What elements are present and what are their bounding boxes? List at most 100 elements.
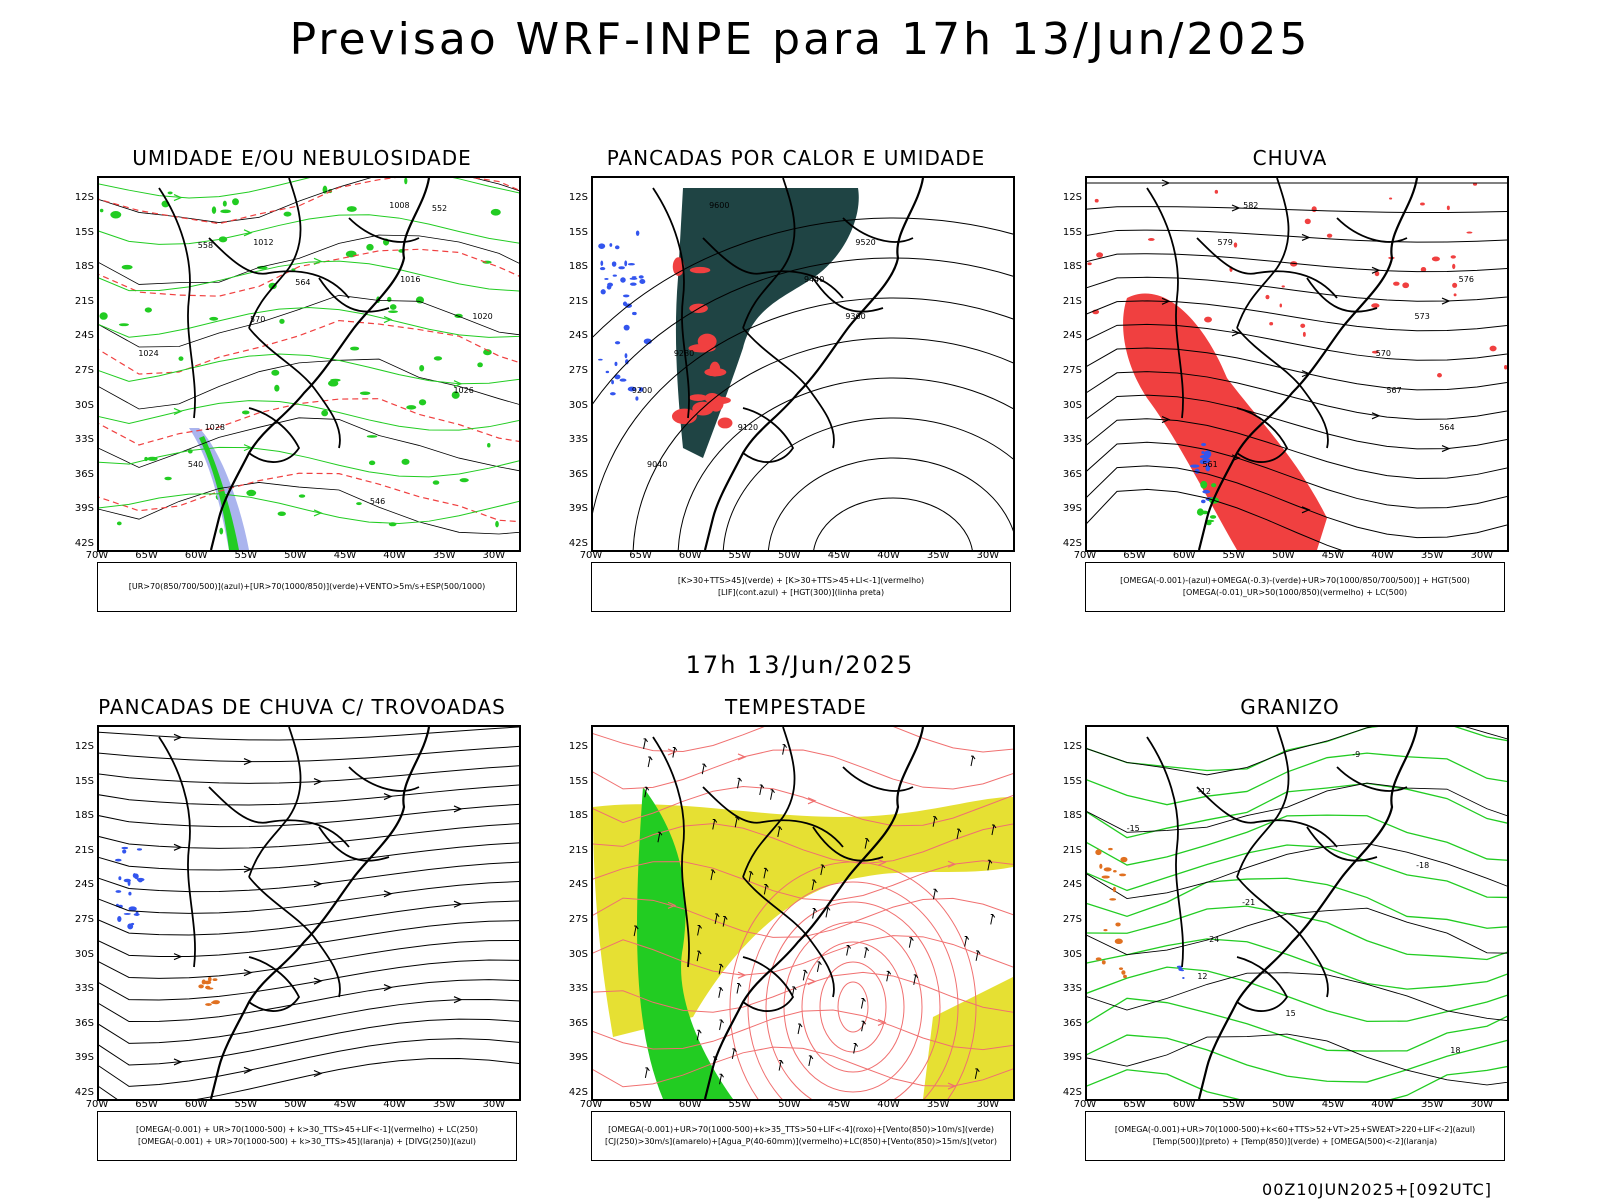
humidity-850-blob	[99, 208, 104, 213]
lifted-index-contour	[622, 294, 630, 298]
rain-scattered-cell	[1311, 206, 1317, 213]
legend-line: [K>30+TTS>45](verde) + [K>30+TTS>45+LI<-…	[677, 576, 925, 585]
lon-tick-label: 40W	[877, 1099, 900, 1110]
state-border	[742, 327, 835, 449]
humidity-850-blob	[110, 211, 122, 219]
wind-250-streamline	[99, 998, 519, 1044]
lifted-index-contour	[635, 396, 639, 401]
wind-vector	[722, 916, 728, 927]
hail-index-cell	[1178, 967, 1183, 971]
thunderstorm-cell	[198, 984, 204, 989]
lon-axis: 70W 65W 60W 55W 50W 45W 40W 35W 30W	[86, 550, 521, 564]
height-300-contour	[767, 457, 1013, 550]
lat-tick-label: 21S	[568, 295, 588, 307]
panel-trovoadas: PANCADAS DE CHUVA C/ TROVOADAS 12S 15S 18S…	[67, 695, 537, 1175]
omega-green-cell	[1200, 480, 1208, 489]
humidity-850-blob	[321, 409, 329, 417]
lon-tick-label: 70W	[85, 550, 109, 561]
wind-vector	[718, 987, 724, 998]
jet-stream-region	[923, 977, 1013, 1099]
contour-label: 1008	[389, 201, 409, 210]
wind-vector	[696, 1029, 702, 1041]
state-border	[742, 178, 796, 329]
omega-blue-cell	[1202, 489, 1211, 494]
panel-title: PANCADAS DE CHUVA C/ TROVOADAS	[98, 695, 506, 719]
rain-scattered-cell	[1204, 316, 1212, 323]
lc-850-contour	[783, 921, 923, 1093]
contour-label: 552	[432, 204, 447, 213]
omega-500-cell	[1103, 929, 1108, 932]
omega-500-cell	[1095, 849, 1102, 856]
legend-box: [UR>70(850/700/500)](azul)+[UR>70(1000/8…	[97, 562, 517, 612]
wind-vector	[643, 738, 648, 749]
state-border	[318, 826, 390, 862]
wind-250-streamline	[99, 979, 519, 1023]
streamline-arrow	[877, 1018, 887, 1026]
lifted-index-contour	[623, 324, 630, 331]
wind-vector	[812, 908, 818, 919]
wind-vector	[864, 838, 870, 849]
state-border	[1146, 736, 1184, 968]
omega-500-cell	[1109, 898, 1117, 901]
state-border	[1236, 876, 1329, 998]
wind-850-streamline	[593, 749, 1013, 790]
humidity-850-blob	[490, 208, 501, 216]
state-border	[1146, 187, 1184, 419]
jet-stream-region	[593, 797, 1013, 1037]
humidity-850-blob	[433, 356, 443, 361]
omega-500-cell	[1095, 957, 1102, 961]
lat-tick-label: 15S	[74, 775, 94, 787]
wind-250-streamline	[99, 900, 519, 936]
state-border	[812, 826, 884, 862]
state-border	[348, 766, 420, 792]
humidity-850-blob	[99, 312, 108, 320]
lifted-index-contour	[609, 243, 613, 247]
legend-line: [OMEGA(-0.001) + UR>70(1000-500) + k>30_…	[137, 1137, 477, 1146]
wind-250-streamline	[99, 959, 519, 1001]
lon-tick-label: 50W	[284, 550, 307, 561]
state-border	[1236, 407, 1289, 463]
thunderstorm-cell	[205, 1003, 212, 1006]
contour-label: 1020	[472, 312, 492, 321]
wind-vector	[731, 1048, 737, 1059]
lon-tick-label: 60W	[184, 550, 208, 561]
humidity-850-blob	[298, 494, 306, 498]
lon-tick-label: 30W	[976, 1099, 1000, 1110]
state-border	[652, 187, 690, 419]
lat-tick-label: 33S	[568, 983, 588, 995]
lat-tick-label: 15S	[1062, 226, 1082, 238]
humidity-850-blob	[477, 362, 483, 368]
pressure-contour	[99, 417, 519, 472]
wind-vector	[763, 883, 769, 895]
wind-850-streamline	[593, 823, 1013, 865]
temp-500-contour	[1087, 727, 1507, 776]
map-granizo: -9 -12 -15 -18 -21 -24 12 15 18	[1085, 725, 1509, 1101]
lc-850-contour	[819, 961, 887, 1053]
rain-scattered-cell	[1265, 294, 1270, 300]
thunderstorm-cell	[212, 978, 218, 982]
divergence-cell	[123, 912, 131, 915]
omega-500-cell	[1118, 873, 1127, 877]
lon-tick-label: 45W	[1321, 1099, 1345, 1110]
convective-index-region	[675, 188, 859, 458]
contour-label: -24	[1206, 935, 1219, 944]
humidity-850-blob	[232, 198, 239, 206]
wind-250-streamline	[99, 784, 519, 806]
rain-scattered-cell	[1279, 303, 1283, 308]
temp-850-contour	[1087, 997, 1507, 1052]
humidity-850-blob	[368, 460, 376, 466]
lifted-index-contour	[604, 278, 609, 280]
lon-tick-label: 50W	[778, 1099, 801, 1110]
humidity-850-blob	[459, 478, 469, 483]
wind-vector	[913, 974, 919, 985]
panel-title: CHUVA	[1252, 146, 1328, 170]
wind-850-region	[637, 787, 733, 1099]
wind-vector	[718, 963, 724, 975]
streamline-arrow	[173, 733, 183, 741]
map-tempestade	[591, 725, 1015, 1101]
lat-tick-label: 24S	[1062, 330, 1082, 342]
height-500-contour	[1087, 347, 1507, 391]
lifted-index-contour	[622, 301, 628, 307]
rain-scattered-cell	[1371, 350, 1380, 354]
lat-tick-label: 30S	[74, 399, 94, 411]
